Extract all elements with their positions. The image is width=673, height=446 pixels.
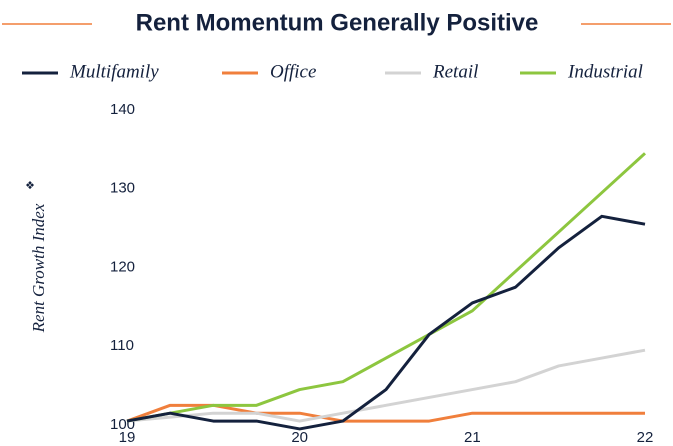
legend-label: Retail	[432, 61, 478, 82]
x-tick-label: 19	[119, 429, 136, 446]
x-tick-label: 21	[464, 429, 481, 446]
y-tick-label: 130	[110, 180, 135, 197]
y-tick-label: 120	[110, 258, 135, 275]
x-tick-label: 20	[291, 429, 308, 446]
legend-label: Office	[270, 61, 316, 82]
y-axis-label-note: ❖	[25, 180, 37, 190]
y-tick-label: 140	[110, 101, 135, 118]
series-line	[126, 152, 647, 423]
legend-label: Multifamily	[69, 61, 159, 82]
x-tick-label: 22	[637, 429, 654, 446]
y-axis-label: Rent Growth Index	[29, 203, 48, 333]
series-line	[126, 348, 646, 423]
chart-title: Rent Momentum Generally Positive	[136, 9, 539, 36]
series-line	[126, 214, 646, 431]
legend-label: Industrial	[567, 61, 643, 82]
y-tick-label: 110	[110, 337, 134, 354]
